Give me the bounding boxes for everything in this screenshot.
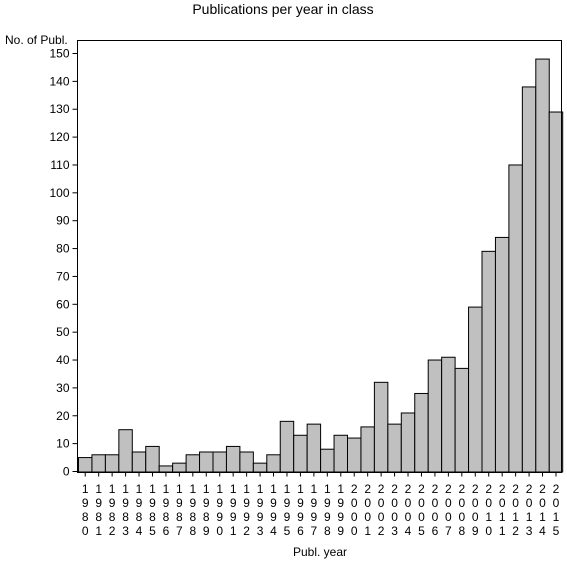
bar-1994	[266, 454, 281, 473]
bar-2004	[400, 412, 416, 473]
bars	[78, 58, 564, 473]
y-tick-label: 140	[49, 74, 69, 88]
y-tick-label: 0	[63, 465, 70, 479]
x-axis-ticks: 1 9 8 0 1 9 8 1 1 9 8 2 1 9 8 3 1 9 8 4 1 9 8 5 1 9 8 6 1 9 8 7 1 9 8 8 1 9 8 9…	[82, 472, 560, 538]
y-tick-label: 100	[49, 186, 69, 200]
bar-2013	[521, 86, 537, 473]
bar-1981	[91, 454, 106, 473]
y-tick-label: 30	[56, 381, 70, 395]
bar-2006	[427, 359, 443, 473]
bar-2011	[494, 236, 510, 473]
bar-2007	[441, 356, 456, 473]
bar-1993	[252, 462, 268, 473]
bar-1984	[131, 451, 147, 473]
bar-1980	[78, 457, 93, 473]
y-tick-label: 80	[56, 242, 70, 256]
bar-2000	[347, 437, 362, 473]
y-tick-label: 120	[49, 130, 69, 144]
bar-2012	[508, 164, 523, 473]
bar-1987	[172, 462, 187, 473]
bar-1986	[158, 465, 174, 473]
bar-1998	[320, 448, 335, 473]
bar-2014	[535, 58, 550, 473]
bar-2002	[373, 381, 389, 473]
y-tick-label: 60	[56, 297, 70, 311]
y-axis-label: No. of Publ.	[5, 33, 68, 47]
bar-1982	[104, 454, 120, 473]
chart-title: Publications per year in class	[192, 1, 373, 17]
bar-1995	[279, 420, 295, 473]
bar-2008	[454, 367, 470, 473]
bar-2003	[387, 423, 402, 473]
y-tick-label: 110	[50, 158, 69, 172]
plot-frame	[77, 40, 562, 473]
bar-2015	[548, 111, 564, 473]
y-tick-label: 90	[56, 214, 70, 228]
bar-1997	[306, 423, 322, 473]
bar-1991	[225, 445, 241, 473]
bar-2010	[481, 250, 496, 473]
bar-1989	[199, 451, 214, 473]
bar-1990	[212, 451, 227, 473]
y-tick-label: 40	[56, 353, 70, 367]
bar-2005	[414, 392, 429, 473]
bar-1999	[333, 434, 348, 473]
x-axis-label: Publ. year	[293, 545, 347, 559]
bar-1988	[185, 454, 201, 473]
bar-2001	[360, 426, 375, 473]
bar-1992	[239, 451, 254, 473]
bar-1985	[145, 445, 160, 473]
bar-2009	[468, 306, 483, 473]
y-tick-label: 150	[49, 47, 69, 61]
y-tick-label: 50	[56, 325, 70, 339]
y-tick-label: 20	[56, 409, 70, 423]
y-axis-ticks: 0 10 20 30 40 50 60 70 80 90 100 110 120 130 140 150	[49, 47, 78, 479]
y-tick-label: 10	[56, 437, 70, 451]
bar-1983	[118, 429, 133, 473]
y-tick-label: 130	[49, 102, 69, 116]
bar-1996	[293, 434, 308, 473]
y-tick-label: 70	[56, 269, 70, 283]
